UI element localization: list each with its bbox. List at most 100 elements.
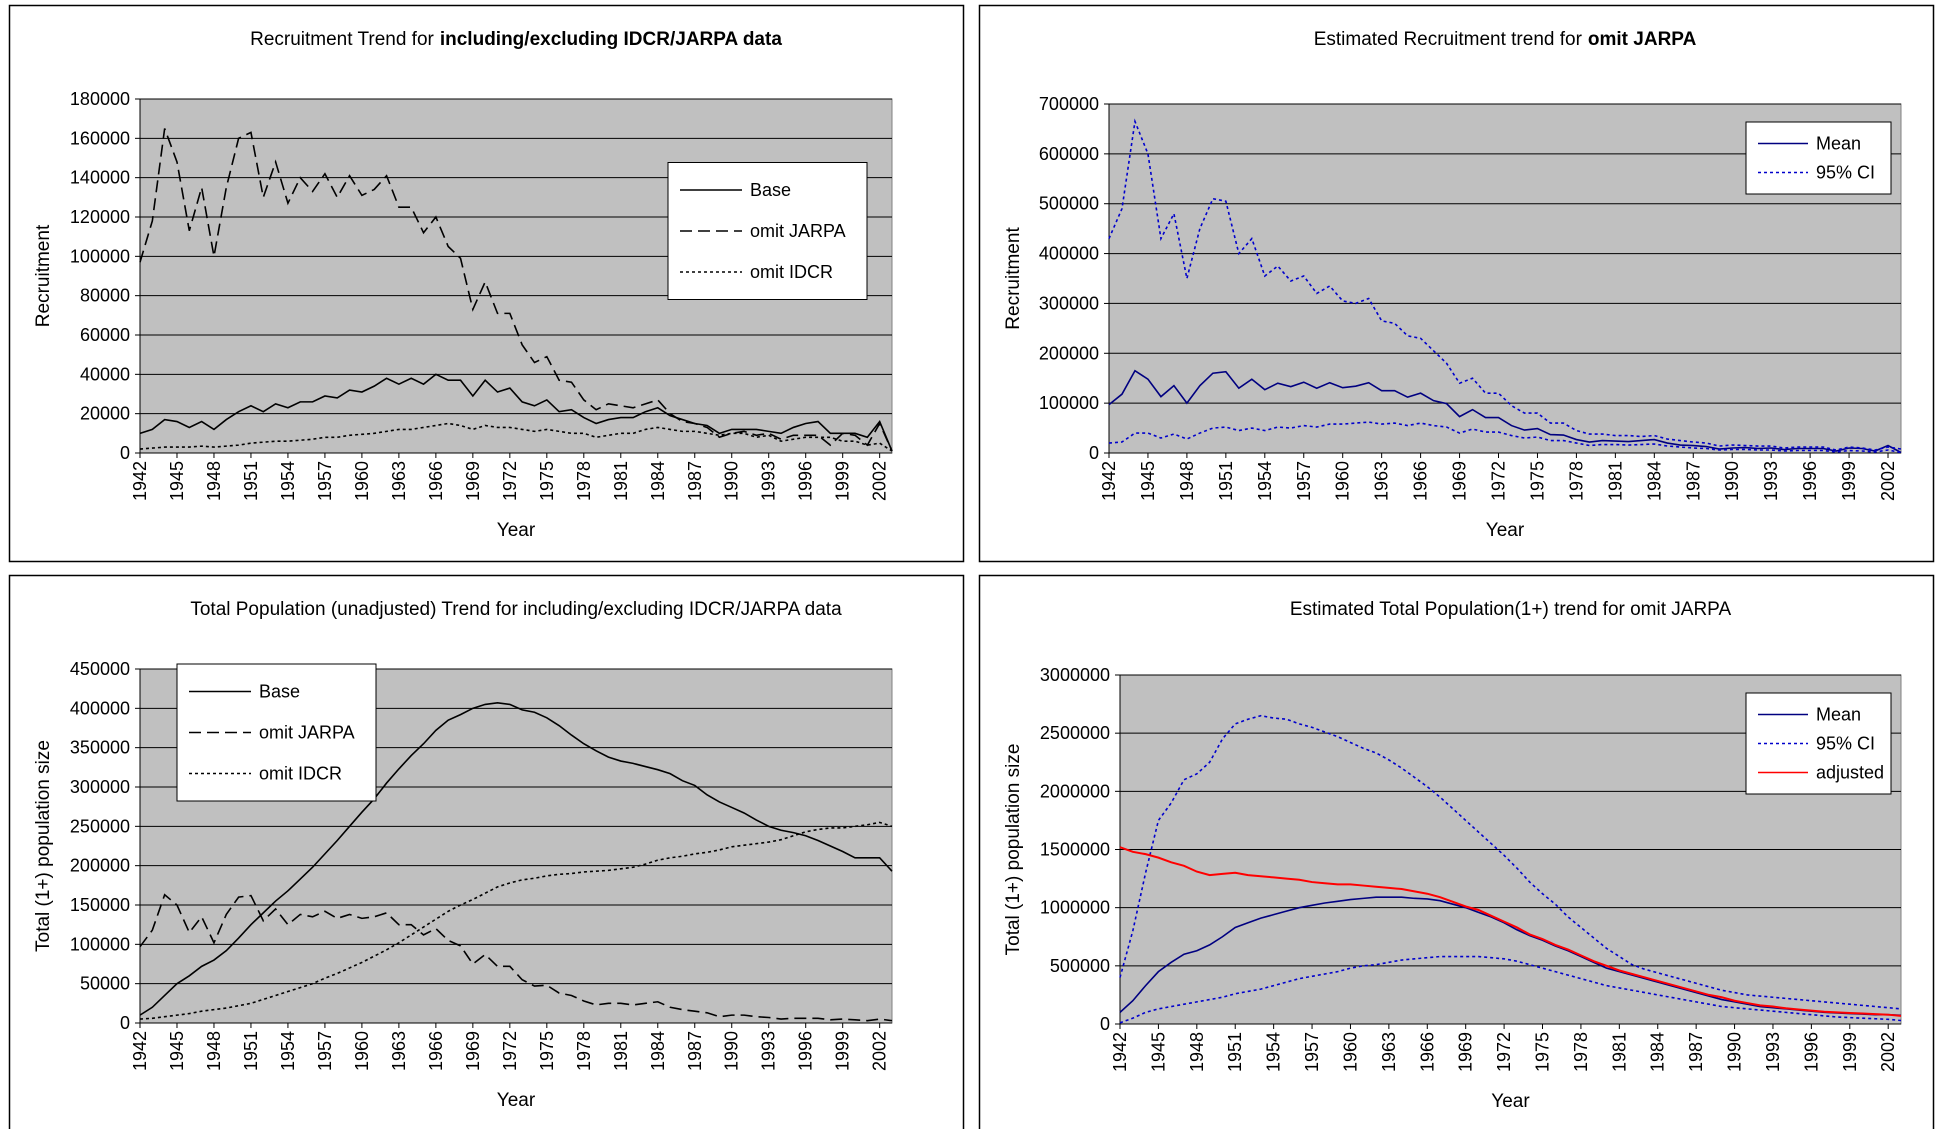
- y-tick-label: 160000: [70, 128, 130, 148]
- x-tick-label: 1969: [463, 461, 483, 501]
- legend-label: Base: [750, 180, 791, 200]
- y-tick-label: 140000: [70, 168, 130, 188]
- x-tick-label: 1978: [574, 1031, 594, 1071]
- legend-label: Base: [259, 682, 300, 702]
- x-tick-label: 1942: [1099, 461, 1119, 501]
- legend-label: Mean: [1816, 134, 1861, 154]
- x-tick-label: 2002: [1878, 461, 1898, 501]
- y-tick-label: 1000000: [1040, 898, 1110, 918]
- y-tick-label: 100000: [70, 934, 130, 954]
- y-tick-label: 100000: [70, 246, 130, 266]
- x-tick-label: 1972: [500, 1031, 520, 1071]
- chart-title: Recruitment Trend for including/excluding…: [250, 29, 782, 50]
- y-tick-label: 500000: [1050, 956, 1110, 976]
- x-tick-label: 1969: [1450, 461, 1470, 501]
- series-line: [1108, 118, 1902, 451]
- legend-label: omit JARPA: [750, 221, 846, 241]
- y-tick-label: 150000: [70, 895, 130, 915]
- y-tick-label: 0: [120, 1013, 130, 1033]
- x-tick-label: 1984: [648, 1031, 668, 1071]
- x-tick-label: 1942: [130, 461, 150, 501]
- y-tick-label: 200000: [70, 856, 130, 876]
- legend-label: Mean: [1816, 705, 1861, 725]
- y-tick-label: 450000: [70, 659, 130, 679]
- chart-title: Total Population (unadjusted) Trend for …: [190, 599, 842, 620]
- x-tick-label: 1990: [1722, 461, 1742, 501]
- x-tick-label: 1975: [537, 461, 557, 501]
- y-tick-label: 1500000: [1040, 840, 1110, 860]
- x-tick-label: 1960: [1340, 1032, 1360, 1072]
- y-tick-label: 120000: [70, 207, 130, 227]
- y-tick-label: 50000: [80, 974, 130, 994]
- y-tick-label: 2500000: [1040, 723, 1110, 743]
- x-tick-label: 1942: [1110, 1032, 1130, 1072]
- x-tick-label: 1954: [278, 461, 298, 501]
- chart-title-text: Total Population (unadjusted) Trend for …: [190, 599, 842, 620]
- chart-title-text: Estimated Recruitment trend for: [1314, 29, 1583, 50]
- x-tick-label: 1945: [1138, 461, 1158, 501]
- series-line: [139, 702, 893, 1016]
- x-tick-label: 1960: [1333, 461, 1353, 501]
- x-tick-label: 1957: [315, 1031, 335, 1071]
- legend-label: 95% CI: [1816, 163, 1875, 183]
- y-tick-label: 400000: [70, 698, 130, 718]
- x-tick-label: 2002: [870, 1031, 890, 1071]
- x-tick-label: 1948: [204, 461, 224, 501]
- series-line: [139, 373, 893, 452]
- x-tick-label: 1948: [1177, 461, 1197, 501]
- y-tick-label: 200000: [1039, 343, 1099, 363]
- series-line: [139, 893, 893, 1022]
- series-line: [1119, 955, 1902, 1024]
- x-tick-label: 1966: [426, 1031, 446, 1071]
- chart-title: Estimated Total Population(1+) trend for…: [1290, 599, 1732, 620]
- y-tick-label: 3000000: [1040, 665, 1110, 685]
- x-tick-label: 1951: [1216, 461, 1236, 501]
- x-tick-label: 1975: [537, 1031, 557, 1071]
- y-tick-label: 20000: [80, 404, 130, 424]
- x-tick-label: 1951: [241, 461, 261, 501]
- legend-label: 95% CI: [1816, 734, 1875, 754]
- chart-panel: Total Population (unadjusted) Trend for …: [8, 574, 965, 1129]
- x-tick-label: 1963: [1379, 1032, 1399, 1072]
- x-tick-label: 1978: [574, 461, 594, 501]
- x-tick-label: 1972: [500, 461, 520, 501]
- x-tick-label: 1996: [1801, 1032, 1821, 1072]
- chart-panel: Estimated Total Population(1+) trend for…: [978, 574, 1935, 1129]
- chart-title-text: Recruitment Trend for: [250, 29, 434, 50]
- series-line: [1108, 369, 1902, 454]
- x-tick-label: 1999: [833, 1031, 853, 1071]
- y-tick-label: 600000: [1039, 144, 1099, 164]
- x-tick-label: 1972: [1489, 461, 1509, 501]
- y-axis-label: Recruitment: [33, 224, 54, 327]
- x-tick-label: 1975: [1527, 461, 1547, 501]
- y-tick-label: 0: [120, 443, 130, 463]
- x-tick-label: 2002: [1878, 1032, 1898, 1072]
- x-tick-label: 1981: [1605, 461, 1625, 501]
- x-tick-label: 2002: [870, 461, 890, 501]
- x-tick-label: 1981: [611, 461, 631, 501]
- series-line: [139, 422, 893, 452]
- x-tick-label: 1987: [685, 1031, 705, 1071]
- x-tick-label: 1999: [833, 461, 853, 501]
- x-tick-label: 1951: [1225, 1032, 1245, 1072]
- y-tick-label: 60000: [80, 325, 130, 345]
- x-tick-label: 1954: [1264, 1032, 1284, 1072]
- series-line: [139, 821, 893, 1020]
- legend-label: omit IDCR: [259, 764, 342, 784]
- x-tick-label: 1966: [426, 461, 446, 501]
- x-tick-label: 1981: [1609, 1032, 1629, 1072]
- x-tick-label: 1993: [1763, 1032, 1783, 1072]
- x-tick-label: 1996: [1800, 461, 1820, 501]
- series-line: [1119, 846, 1902, 1017]
- chart-title-text: Estimated Total Population(1+) trend for…: [1290, 599, 1732, 620]
- x-tick-label: 1978: [1571, 1032, 1591, 1072]
- x-tick-label: 1957: [1302, 1032, 1322, 1072]
- x-tick-label: 1996: [796, 461, 816, 501]
- y-tick-label: 400000: [1039, 244, 1099, 264]
- x-tick-label: 1975: [1533, 1032, 1553, 1072]
- x-tick-label: 1963: [389, 1031, 409, 1071]
- y-tick-label: 100000: [1039, 393, 1099, 413]
- x-tick-label: 1984: [648, 461, 668, 501]
- y-tick-label: 2000000: [1040, 781, 1110, 801]
- x-tick-label: 1954: [278, 1031, 298, 1071]
